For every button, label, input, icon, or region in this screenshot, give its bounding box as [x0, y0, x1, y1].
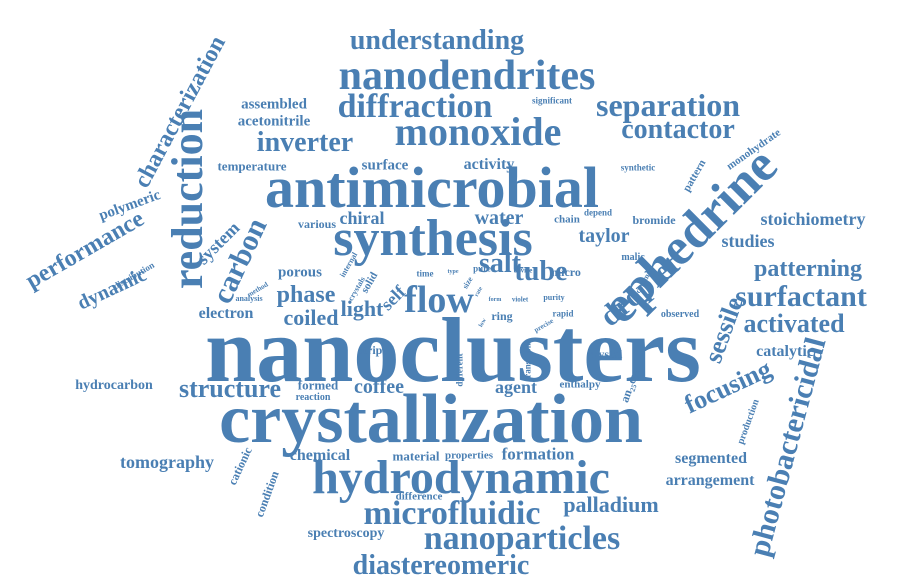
- word-type: type: [447, 269, 459, 275]
- word-time: time: [416, 268, 434, 279]
- word-stripe: stripe: [358, 343, 388, 357]
- word-contactor: contactor: [621, 114, 735, 145]
- word-salt: salt: [479, 248, 521, 279]
- word-properties: properties: [444, 449, 494, 462]
- word-activated: activated: [743, 309, 845, 338]
- word-reaction: reaction: [295, 392, 331, 403]
- word-nanoparticles: nanoparticles: [423, 520, 621, 557]
- word-segmented: segmented: [675, 450, 747, 467]
- word-synthetic: synthetic: [620, 162, 656, 173]
- word-understanding: understanding: [349, 25, 525, 56]
- word-crystallization: crystallization: [219, 381, 643, 458]
- word-transition: transition: [522, 343, 533, 381]
- word-sessile: sessile: [698, 292, 749, 367]
- word-crystal: crystal: [587, 347, 623, 361]
- word-palladium: palladium: [563, 492, 659, 517]
- word-catalytic: catalytic: [756, 343, 814, 360]
- word-diastereomeric: diastereomeric: [352, 550, 530, 581]
- word-spectroscopy: spectroscopy: [307, 526, 385, 541]
- word-taylor: taylor: [578, 225, 630, 247]
- word-inverter: inverter: [256, 127, 354, 158]
- word-monoxide: monoxide: [394, 109, 562, 154]
- word-acetonitrile: acetonitrile: [237, 113, 311, 130]
- word-analysis: analysis: [235, 294, 263, 303]
- word-studies: studies: [721, 231, 775, 251]
- word-arrangement: arrangement: [665, 472, 755, 489]
- word-nanoclusters: nanoclusters: [205, 299, 701, 401]
- word-porous: porous: [278, 264, 322, 281]
- word-rapid: rapid: [552, 308, 574, 319]
- word-water: water: [474, 207, 524, 229]
- word-significant: significant: [531, 95, 573, 106]
- word-temperature: temperature: [217, 158, 287, 174]
- word-light: light: [340, 296, 384, 321]
- word-ring: ring: [491, 309, 513, 323]
- word-structure: structure: [178, 374, 282, 403]
- word-micro: micro: [551, 265, 581, 279]
- word-separation: separation: [596, 87, 740, 123]
- word-various: various: [297, 217, 337, 231]
- word-enthalpy: enthalpy: [559, 378, 601, 391]
- word-electron: electron: [198, 305, 254, 322]
- word-antimicrobial: antimicrobial: [264, 155, 600, 220]
- word-microfluidic: microfluidic: [363, 495, 541, 532]
- word-malic: malic: [621, 252, 645, 263]
- word-diffraction: diffraction: [337, 88, 493, 125]
- word-surface: surface: [361, 157, 409, 174]
- word-patterning: patterning: [754, 256, 862, 282]
- word-activity: activity: [463, 156, 515, 173]
- word-different: different: [454, 353, 465, 387]
- word-coffee: coffee: [354, 376, 404, 398]
- word-formation: formation: [501, 444, 575, 464]
- word-difference: difference: [395, 490, 443, 503]
- word-purity: purity: [543, 293, 565, 302]
- word-form: form: [488, 297, 502, 303]
- word-chemical: chemical: [289, 447, 351, 464]
- word-chiral: chiral: [339, 208, 385, 228]
- word-production: production: [735, 397, 762, 446]
- word-solid: solid: [358, 270, 381, 296]
- word-violet: violet: [511, 295, 529, 304]
- word-observed: observed: [660, 309, 700, 320]
- word-phase: phase: [276, 282, 336, 308]
- word-chain: chain: [554, 213, 580, 226]
- word-flow: flow: [404, 279, 474, 321]
- word-coiled: coiled: [283, 305, 339, 330]
- word-bromide: bromide: [632, 213, 676, 227]
- word-hydrodynamic: hydrodynamic: [312, 451, 610, 504]
- word-surfactant: surfactant: [735, 280, 867, 313]
- word-hydrocarbon: hydrocarbon: [75, 378, 153, 393]
- word-device: device: [513, 266, 533, 275]
- word-depend: depend: [583, 207, 613, 218]
- word-stoichiometry: stoichiometry: [760, 209, 866, 229]
- word-synthesis: synthesis: [333, 210, 533, 267]
- word-material: material: [392, 448, 440, 464]
- word-rate: rate: [473, 286, 485, 298]
- word-tube: tube: [514, 256, 568, 287]
- word-tomography: tomography: [120, 452, 214, 472]
- word-condition: condition: [252, 469, 282, 519]
- word-formed: formed: [297, 377, 339, 393]
- word-agent: agent: [495, 377, 537, 397]
- word-nanodendrites: nanodendrites: [338, 53, 596, 99]
- word-assembled: assembled: [241, 96, 307, 113]
- word-pure: pure: [473, 263, 491, 274]
